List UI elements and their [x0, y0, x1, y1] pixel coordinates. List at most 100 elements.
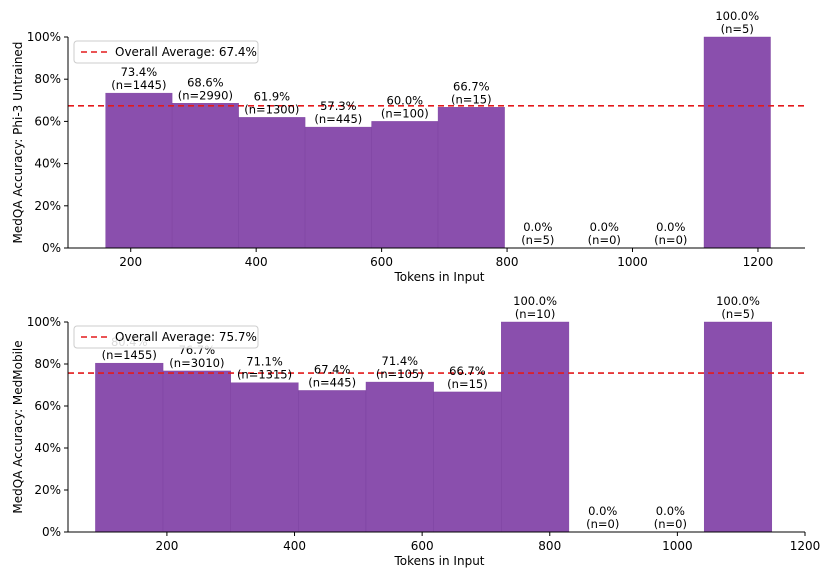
y-tick-label: 20%: [34, 483, 61, 497]
bar-label: 66.7% (n=15): [451, 79, 492, 106]
bar-label-percent: 71.1%: [246, 355, 283, 369]
y-tick-label: 40%: [34, 441, 61, 455]
y-tick-label: 0%: [42, 241, 61, 255]
x-tick-label: 1000: [662, 539, 693, 553]
bar: [703, 321, 773, 533]
x-axis-label: Tokens in Input: [393, 554, 484, 568]
bar-label-percent: 71.4%: [382, 354, 419, 368]
bar-label-percent: 0.0%: [656, 220, 685, 234]
bar-label-percent: 60.0%: [387, 93, 424, 107]
bar-label-count: (n=10): [515, 307, 556, 321]
bar-label: 100.0% (n=5): [716, 294, 760, 321]
bar-label: 71.1% (n=1315): [237, 355, 292, 382]
bar-label: 0.0% (n=0): [586, 504, 619, 531]
x-tick-label: 200: [119, 255, 142, 269]
x-tick-label: 800: [496, 255, 519, 269]
bar-label-count: (n=0): [654, 517, 687, 531]
bar-label-percent: 100.0%: [513, 294, 557, 308]
bar: [433, 391, 502, 533]
bar-label-count: (n=0): [654, 233, 687, 247]
x-tick-label: 600: [370, 255, 393, 269]
bar-label-count: (n=0): [588, 233, 621, 247]
x-tick-label: 800: [538, 539, 561, 553]
y-tick-label: 60%: [34, 399, 61, 413]
bar-label-count: (n=100): [381, 106, 429, 120]
x-tick-label: 400: [283, 539, 306, 553]
legend-box: [73, 325, 259, 349]
x-tick-label: 600: [411, 539, 434, 553]
y-tick-label: 80%: [34, 72, 61, 86]
bar-label: 57.3% (n=445): [314, 99, 362, 126]
bar-label-percent: 100.0%: [716, 294, 760, 308]
bar-label-count: (n=445): [314, 112, 362, 126]
bar-label: 66.7% (n=15): [447, 364, 488, 391]
legend: Overall Average: 75.7%: [73, 325, 259, 349]
bar-label: 61.9% (n=1300): [244, 89, 299, 116]
bar-label: 67.4% (n=445): [308, 362, 356, 389]
y-tick-label: 80%: [34, 357, 61, 371]
bar: [703, 36, 771, 249]
bar-label-percent: 68.6%: [187, 75, 224, 89]
y-tick-label: 60%: [34, 114, 61, 128]
bar: [365, 381, 434, 533]
bar: [171, 103, 239, 249]
bar-label-count: (n=1315): [237, 368, 292, 382]
bar-label-percent: 73.4%: [121, 65, 158, 79]
bar-label: 73.4% (n=1445): [111, 65, 166, 92]
bar: [371, 121, 439, 249]
legend: Overall Average: 67.4%: [73, 40, 259, 64]
x-tick-label: 400: [245, 255, 268, 269]
bar: [238, 117, 306, 249]
bar-label-percent: 66.7%: [449, 364, 486, 378]
bar-label-percent: 67.4%: [314, 362, 351, 376]
bar-label-percent: 0.0%: [588, 504, 617, 518]
chart-2: 80.4%(n=1455)76.7%(n=3010)71.1%(n=1315)6…: [11, 294, 820, 568]
x-tick-label: 1200: [743, 255, 774, 269]
bar: [298, 390, 367, 533]
bar-label: 0.0% (n=0): [588, 220, 621, 247]
x-axis-label: Tokens in Input: [393, 270, 484, 284]
y-axis-label: MedQA Accuracy: Phi-3 Untrained: [11, 42, 25, 244]
bar-label: 60.0% (n=100): [381, 93, 429, 120]
y-tick-label: 100%: [27, 30, 61, 44]
bar-label-percent: 66.7%: [453, 79, 490, 93]
legend-label: Overall Average: 75.7%: [115, 330, 257, 344]
bar-label-count: (n=5): [521, 233, 554, 247]
bar-label-count: (n=2990): [178, 88, 233, 102]
x-tick-label: 1200: [790, 539, 821, 553]
bar-label-count: (n=0): [586, 517, 619, 531]
y-tick-label: 40%: [34, 157, 61, 171]
bar-label: 0.0% (n=5): [521, 220, 554, 247]
bar: [105, 92, 173, 249]
y-tick-label: 20%: [34, 199, 61, 213]
bar-label-percent: 0.0%: [523, 220, 552, 234]
bar-label-percent: 100.0%: [715, 9, 759, 23]
x-tick-label: 1000: [617, 255, 648, 269]
bar-label-count: (n=15): [447, 377, 488, 391]
chart-1: 73.4% (n=1445) 68.6% (n=2990) 61.9% (n=1300) 5…: [11, 9, 805, 284]
bar: [437, 107, 505, 249]
bar-label: 68.6% (n=2990): [178, 75, 233, 102]
bar-label-count: (n=445): [308, 375, 356, 389]
bar-label-percent: 0.0%: [590, 220, 619, 234]
bar-label-count: (n=1300): [244, 102, 299, 116]
bar-label-count: (n=3010): [169, 356, 224, 370]
bar-label-count: (n=5): [721, 22, 754, 36]
bar: [95, 362, 164, 533]
legend-box: [73, 40, 259, 64]
bar-label: 100.0% (n=5): [715, 9, 759, 36]
bar-label-count: (n=1445): [111, 78, 166, 92]
bar-label-percent: 57.3%: [320, 99, 357, 113]
y-axis-label: MedQA Accuracy: MedMobile: [11, 340, 25, 513]
y-tick-label: 100%: [27, 315, 61, 329]
bar-label: 0.0% (n=0): [654, 504, 687, 531]
bar-label-count: (n=15): [451, 92, 492, 106]
bar-label: 71.4% (n=105): [376, 354, 424, 381]
x-tick-label: 200: [155, 539, 178, 553]
bar: [162, 370, 231, 533]
bar-label-percent: 61.9%: [254, 89, 291, 103]
bar-label: 0.0% (n=0): [654, 220, 687, 247]
y-tick-label: 0%: [42, 525, 61, 539]
bar: [304, 126, 372, 249]
